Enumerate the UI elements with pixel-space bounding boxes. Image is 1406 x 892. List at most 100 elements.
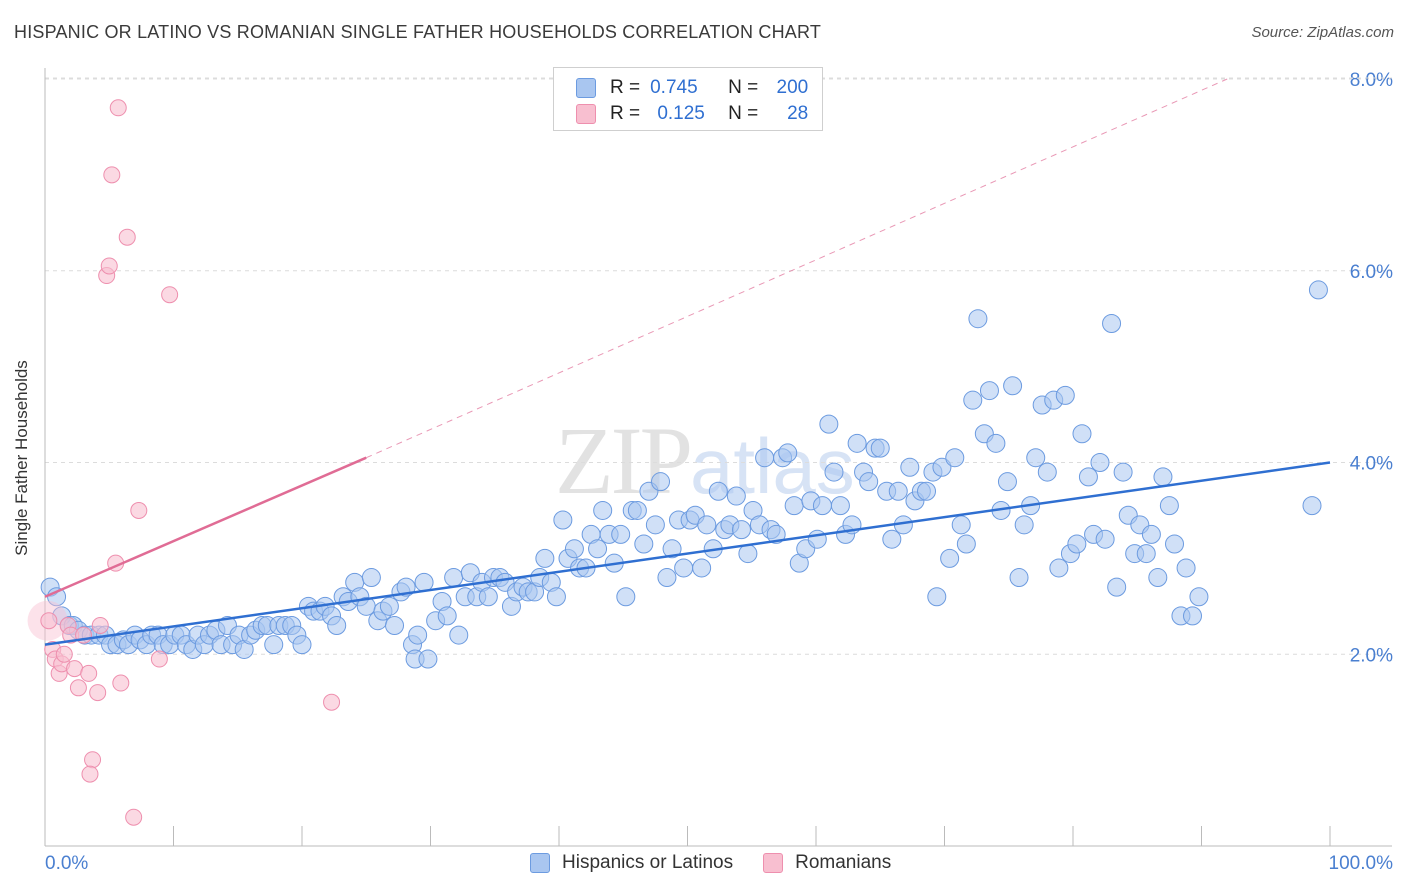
hispanic-point: [385, 615, 405, 635]
hispanic-point: [726, 486, 746, 506]
hispanic-point: [478, 587, 498, 607]
hispanic-point: [1078, 467, 1098, 487]
hispanic-point: [327, 615, 347, 635]
legend-swatch-romanian: [576, 104, 596, 124]
romanian-point: [80, 664, 98, 682]
series-legend: Hispanics or Latinos Romanians: [530, 852, 921, 874]
hispanic-point: [692, 558, 712, 578]
hispanic-point: [932, 457, 952, 477]
romanian-point: [55, 645, 73, 663]
romanian-point: [40, 612, 58, 630]
romanian-point: [89, 684, 107, 702]
hispanic-point: [1159, 496, 1179, 516]
legend-n-value: 28: [787, 103, 809, 124]
hispanic-point: [1148, 568, 1168, 588]
legend-swatch-hispanic: [576, 78, 596, 98]
romanian-point: [118, 228, 136, 246]
hispanic-point: [1003, 376, 1023, 396]
chart-title: HISPANIC OR LATINO VS ROMANIAN SINGLE FA…: [14, 22, 822, 42]
hispanic-point: [1026, 448, 1046, 468]
hispanic-point: [593, 500, 613, 520]
hispanic-point: [674, 558, 694, 578]
legend-r-label: R =: [610, 77, 641, 98]
hispanic-point: [917, 481, 937, 501]
hispanic-trend-line: [44, 461, 1331, 646]
hispanic-point: [766, 524, 786, 544]
hispanic-point: [1107, 577, 1127, 597]
hispanic-point: [379, 596, 399, 616]
hispanic-point: [414, 572, 434, 592]
series-legend-romanian[interactable]: Romanians: [763, 852, 891, 874]
hispanic-point: [986, 433, 1006, 453]
hispanic-point: [968, 309, 988, 329]
hispanic-point: [1165, 534, 1185, 554]
hispanic-point: [611, 524, 631, 544]
romanian-point: [100, 257, 118, 275]
hispanic-point: [731, 520, 751, 540]
hispanic-point: [882, 529, 902, 549]
hispanic-point: [546, 587, 566, 607]
hispanic-point: [588, 539, 608, 559]
romanian-trend-line: [44, 456, 367, 598]
hispanic-point: [708, 481, 728, 501]
legend-r-label: R =: [610, 103, 641, 124]
hispanic-point: [651, 472, 671, 492]
hispanic-point: [616, 587, 636, 607]
hispanic-point: [1102, 313, 1122, 333]
hispanic-point: [1183, 606, 1203, 626]
hispanic-point: [564, 539, 584, 559]
series-legend-hispanic[interactable]: Hispanics or Latinos: [530, 852, 733, 874]
x-tick-label: 0.0%: [45, 853, 88, 874]
hispanic-point: [1302, 496, 1322, 516]
hispanic-point: [940, 548, 960, 568]
series-label-romanian: Romanians: [795, 852, 892, 873]
hispanic-point: [449, 625, 469, 645]
hispanic-point: [444, 568, 464, 588]
hispanic-point: [738, 544, 758, 564]
hispanic-point: [1189, 587, 1209, 607]
hispanic-point: [997, 472, 1017, 492]
hispanic-point: [1176, 558, 1196, 578]
hispanic-point: [824, 462, 844, 482]
romanian-point: [130, 501, 148, 519]
legend-n-label: N =: [728, 77, 759, 98]
romanian-point: [69, 679, 87, 697]
romanian-point: [103, 166, 121, 184]
hispanic-point: [1090, 453, 1110, 472]
hispanic-point: [1153, 467, 1173, 487]
hispanic-point: [1141, 524, 1161, 544]
hispanic-point: [408, 625, 428, 645]
hispanic-point: [859, 472, 879, 492]
series-swatch-romanian: [763, 853, 784, 873]
hispanic-point: [830, 496, 850, 516]
hispanic-point: [1113, 462, 1133, 482]
hispanic-point: [888, 481, 908, 501]
romanian-point: [161, 286, 179, 304]
hispanic-point: [1067, 534, 1087, 554]
hispanic-point: [437, 606, 457, 626]
romanian-point: [66, 660, 84, 678]
series-swatch-hispanic: [530, 853, 550, 873]
hispanic-point: [361, 568, 381, 588]
hispanic-point: [870, 438, 890, 458]
hispanic-point: [847, 433, 867, 453]
hispanic-point: [1055, 385, 1075, 405]
legend-n-label: N =: [728, 103, 759, 124]
romanian-point: [81, 765, 99, 783]
hispanic-point: [927, 587, 947, 607]
x-tick-label: 100.0%: [1329, 853, 1394, 874]
hispanic-point: [634, 534, 654, 554]
hispanic-point: [778, 443, 798, 463]
hispanic-point: [1308, 280, 1328, 300]
hispanic-point: [755, 448, 775, 468]
hispanic-point: [1009, 568, 1029, 588]
hispanic-point: [900, 457, 920, 477]
hispanic-point: [662, 539, 682, 559]
hispanic-point: [697, 515, 717, 535]
romanian-point: [84, 751, 102, 769]
legend-n-value: 200: [776, 77, 809, 98]
hispanic-point: [963, 390, 983, 410]
hispanic-point: [1072, 424, 1092, 444]
hispanic-point: [951, 515, 971, 535]
